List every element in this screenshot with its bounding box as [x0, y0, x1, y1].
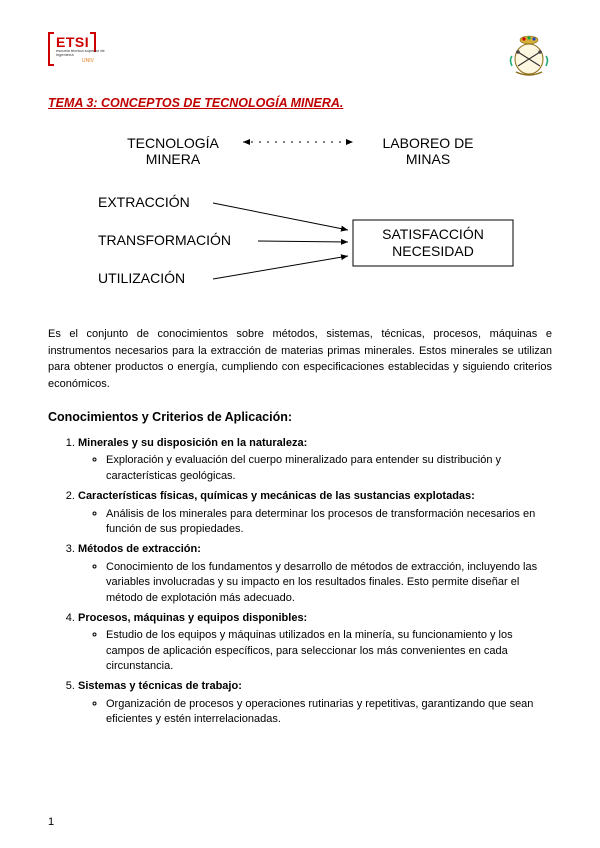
list-item-title: Características físicas, químicas y mecá…: [78, 490, 475, 502]
diagram-top-right-l1: LABOREO DE: [382, 135, 473, 151]
diagram-top-left-l1: TECNOLOGÍA: [127, 135, 219, 151]
list-item-title: Sistemas y técnicas de trabajo:: [78, 680, 242, 692]
diagram-top-right-l2: MINAS: [406, 151, 450, 167]
list-item-title: Procesos, máquinas y equipos disponibles…: [78, 612, 307, 624]
list-subitem: Exploración y evaluación del cuerpo mine…: [106, 453, 552, 484]
list-item: Características físicas, químicas y mecá…: [78, 489, 552, 537]
criteria-list: Minerales y su disposición en la natural…: [48, 436, 552, 728]
list-item: Minerales y su disposición en la natural…: [78, 436, 552, 484]
list-subitem: Conocimiento de los fundamentos y desarr…: [106, 560, 552, 606]
diagram-left-0: EXTRACCIÓN: [98, 194, 190, 210]
page-header: ETSI escuela técnica superior de ingenie…: [48, 32, 552, 78]
diagram-left-1: TRANSFORMACIÓN: [98, 232, 231, 248]
etsi-subtext: escuela técnica superior de ingeniería: [56, 49, 110, 58]
etsi-logo: ETSI escuela técnica superior de ingenie…: [48, 32, 110, 66]
page-title: TEMA 3: CONCEPTOS DE TECNOLOGÍA MINERA.: [48, 96, 552, 110]
list-item-title: Minerales y su disposición en la natural…: [78, 437, 307, 449]
diagram-left-2: UTILIZACIÓN: [98, 270, 185, 286]
etsi-orange: UNIV: [82, 58, 94, 64]
diagram-box-l2: NECESIDAD: [392, 243, 474, 259]
page-number: 1: [48, 816, 54, 828]
university-crest: [506, 32, 552, 78]
diagram-top-left-l2: MINERA: [146, 151, 201, 167]
concept-diagram: TECNOLOGÍA MINERA LABOREO DE MINAS EXTRA…: [48, 132, 552, 302]
diagram-box-l1: SATISFACCIÓN: [382, 226, 484, 242]
list-subitem: Organización de procesos y operaciones r…: [106, 697, 552, 728]
intro-paragraph: Es el conjunto de conocimientos sobre mé…: [48, 326, 552, 392]
section-heading: Conocimientos y Criterios de Aplicación:: [48, 410, 552, 424]
list-subitem: Estudio de los equipos y máquinas utiliz…: [106, 628, 552, 674]
list-item: Procesos, máquinas y equipos disponibles…: [78, 611, 552, 675]
list-subitem: Análisis de los minerales para determina…: [106, 507, 552, 538]
list-item: Sistemas y técnicas de trabajo: Organiza…: [78, 679, 552, 727]
list-item-title: Métodos de extracción:: [78, 543, 201, 555]
list-item: Métodos de extracción: Conocimiento de l…: [78, 542, 552, 606]
